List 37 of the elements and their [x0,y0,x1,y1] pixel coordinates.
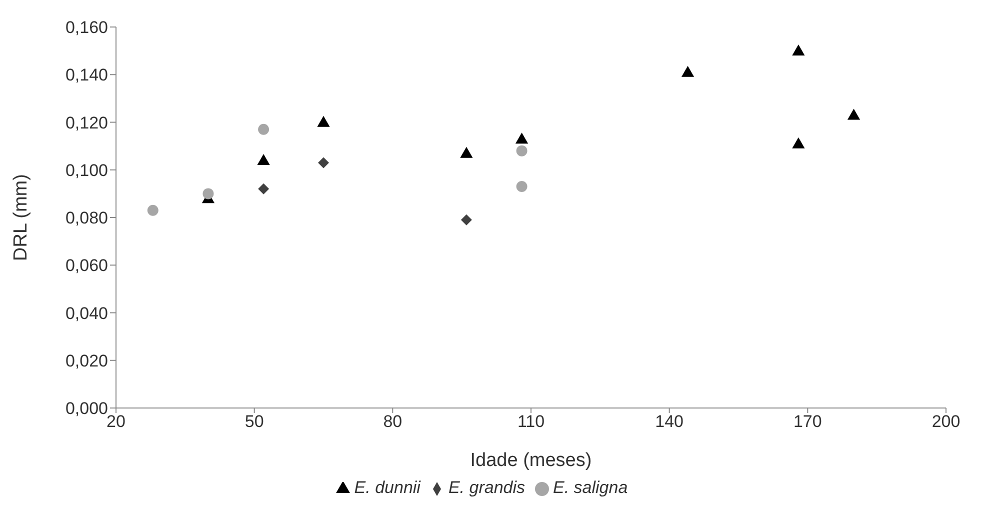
x-tick-label: 80 [383,412,402,432]
y-tick-label: 0,100 [65,160,108,180]
x-tick-label: 200 [932,412,960,432]
legend-label: E. grandis [448,478,526,497]
point [318,157,329,168]
point [202,188,214,200]
y-axis-title: DRL (mm) [10,174,32,261]
y-tick-label: 0,160 [65,18,108,38]
point [460,214,472,226]
x-tick-label: 20 [106,412,126,432]
point [317,116,330,127]
x-axis-title: Idade (meses) [470,450,592,471]
point [792,44,805,56]
y-tick-label: 0,080 [65,208,108,228]
point [516,145,528,156]
y-tick-label: 0,060 [65,256,108,276]
point [516,181,528,192]
x-tick-label: 140 [655,412,684,432]
point [258,183,270,194]
point [147,204,158,216]
point [515,132,528,144]
point [460,146,473,158]
legend-label: E. dunnii [354,478,420,497]
legend-label: E. saligna [553,478,628,497]
point [258,124,270,135]
point [847,108,860,120]
y-tick-label: 0,040 [65,304,108,323]
y-tick-label: 0,020 [65,351,108,370]
x-tick-label: 50 [244,412,264,432]
y-tick-label: 0,120 [65,113,108,132]
y-tick-label: 0,000 [65,399,108,418]
y-tick-label: 0,140 [65,66,108,85]
x-tick-label: 170 [793,412,822,432]
point [792,137,805,148]
point [681,66,694,77]
x-tick-label: 110 [517,412,545,432]
point [257,154,270,166]
